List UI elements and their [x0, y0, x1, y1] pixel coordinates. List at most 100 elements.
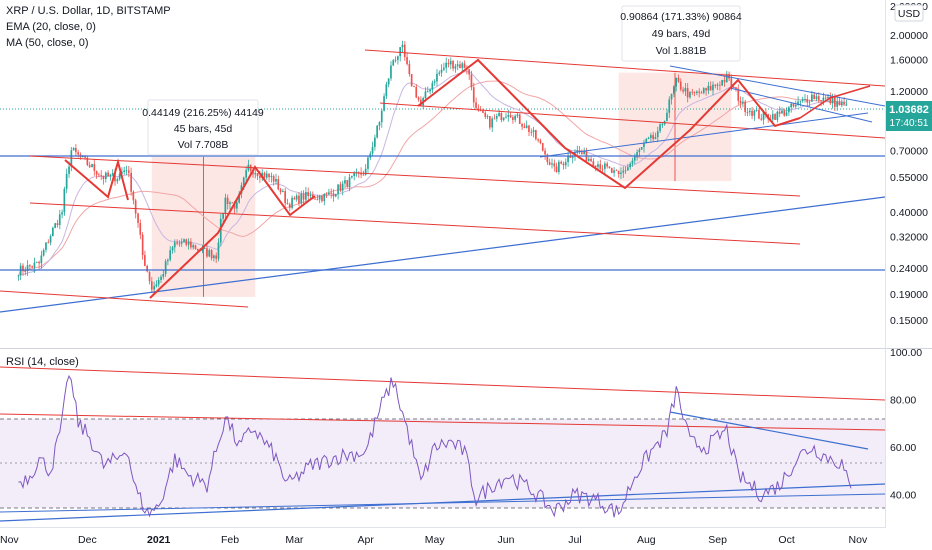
- candle-body: [157, 280, 160, 285]
- wedge-inner[interactable]: [729, 87, 873, 123]
- candle-body: [141, 234, 144, 256]
- candle-body: [399, 47, 401, 57]
- candle-body: [555, 166, 558, 172]
- candle-body: [49, 236, 52, 243]
- candle-body: [272, 176, 275, 182]
- candle-body: [498, 112, 500, 117]
- candle-body: [673, 86, 675, 94]
- candle-body: [712, 84, 714, 91]
- candle-body: [284, 191, 286, 204]
- candle-body: [739, 101, 742, 104]
- candle-body: [493, 118, 496, 120]
- rsi-red-lower-trend[interactable]: [0, 413, 885, 431]
- candle-body: [686, 88, 689, 98]
- price-tick-3: 1.20000: [890, 86, 928, 98]
- candle-body: [562, 163, 565, 166]
- candle-body: [608, 166, 611, 169]
- candle-body: [843, 102, 845, 105]
- candle-body: [560, 161, 562, 164]
- candle-body: [390, 65, 392, 79]
- candle-body: [167, 259, 169, 262]
- candle-body: [344, 180, 346, 184]
- candle-body: [558, 161, 560, 172]
- channel1-mid[interactable]: [29, 202, 801, 245]
- wedge-upper[interactable]: [669, 65, 885, 107]
- long-trendline[interactable]: [0, 196, 885, 313]
- candle-body: [17, 275, 20, 277]
- candle-body: [583, 150, 585, 155]
- rsi-tick-3: 40.00: [890, 489, 916, 501]
- candle-body: [548, 162, 551, 165]
- currency-box[interactable]: [894, 4, 924, 22]
- candle-body: [654, 137, 657, 140]
- measure-layer: [151, 72, 732, 297]
- candle-body: [751, 110, 753, 116]
- chart-title[interactable]: XRP / U.S. Dollar, 1D, BITSTAMP: [6, 5, 171, 17]
- candle-body: [254, 173, 257, 175]
- zigzag-4[interactable]: [799, 85, 871, 119]
- candle-body: [397, 56, 399, 60]
- candle-body: [778, 111, 781, 114]
- ma-legend[interactable]: MA (50, close, 0): [6, 37, 89, 49]
- candle-body: [753, 110, 756, 116]
- rsi-red-upper-trend[interactable]: [0, 366, 885, 401]
- candle-body: [410, 74, 413, 87]
- candle-body: [270, 176, 273, 178]
- time-tick-7: Jun: [498, 534, 515, 546]
- candle-body: [332, 193, 335, 197]
- candle-body: [328, 192, 330, 195]
- candle-body: [293, 197, 296, 200]
- countdown-value: 17:40:51: [890, 118, 929, 129]
- candle-body: [620, 172, 622, 174]
- measure-1-bars: 45 bars, 45d: [174, 123, 233, 135]
- candle-body: [813, 94, 815, 100]
- candle-body: [417, 97, 420, 100]
- candle-body: [307, 192, 309, 196]
- candle-body: [518, 114, 521, 124]
- candle-body: [265, 173, 268, 178]
- candle-body: [797, 101, 799, 105]
- candle-body: [93, 164, 96, 171]
- channel2-upper[interactable]: [364, 49, 885, 87]
- channel2-lower[interactable]: [379, 102, 885, 139]
- candle-body: [305, 192, 307, 200]
- candle-body: [40, 255, 43, 264]
- candle-body: [408, 64, 411, 74]
- candle-body: [378, 122, 381, 126]
- candle-body: [229, 202, 231, 204]
- candle-body: [431, 82, 434, 90]
- rsi-descending-trend[interactable]: [669, 411, 869, 450]
- trend-drawings: [0, 49, 885, 313]
- measure-annotation-2[interactable]: 0.90864 (171.33%) 90864 49 bars, 49d Vol…: [620, 5, 742, 62]
- candle-body: [631, 160, 634, 164]
- channel1-lower[interactable]: [0, 290, 249, 308]
- candle-body: [415, 86, 418, 98]
- candle-body: [208, 250, 211, 257]
- zigzag-3[interactable]: [417, 58, 801, 190]
- candle-body: [321, 196, 323, 202]
- candle-body: [762, 112, 765, 120]
- candle-body: [403, 44, 406, 57]
- channel1-upper[interactable]: [29, 155, 801, 197]
- candle-body: [148, 271, 151, 282]
- measure-annotation-1[interactable]: 0.44149 (216.25%) 44149 45 bars, 45d Vol…: [142, 99, 264, 156]
- measure-1-volume: Vol 7.708B: [178, 139, 229, 151]
- candle-body: [190, 241, 192, 248]
- time-tick-3: Feb: [221, 534, 239, 546]
- currency-label[interactable]: USD: [898, 8, 921, 20]
- rsi-tick-2: 60.00: [890, 442, 916, 454]
- candle-body: [822, 97, 825, 101]
- candle-body: [275, 179, 277, 182]
- zigzag-1[interactable]: [64, 158, 129, 201]
- candle-body: [341, 183, 344, 191]
- candle-body: [689, 91, 691, 98]
- wedge-lower[interactable]: [539, 112, 869, 158]
- candle-body: [314, 198, 316, 200]
- rsi-legend[interactable]: RSI (14, close): [6, 356, 79, 368]
- price-tick-1: 2.00000: [890, 30, 928, 42]
- zigzag-2[interactable]: [149, 165, 316, 299]
- price-tick-10: 0.19000: [890, 289, 928, 301]
- candle-body: [799, 100, 802, 102]
- ema-legend[interactable]: EMA (20, close, 0): [6, 21, 96, 33]
